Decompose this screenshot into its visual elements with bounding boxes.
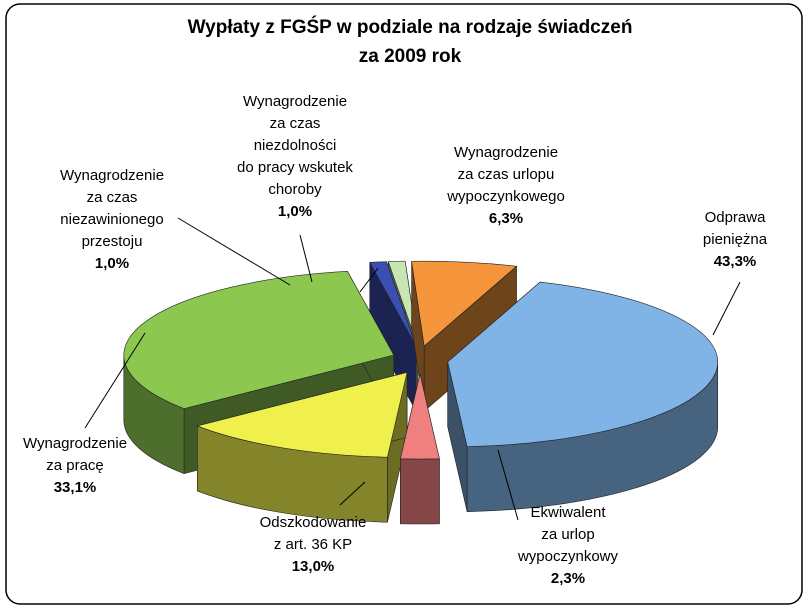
slice-label: za urlop (541, 526, 594, 543)
value-label: 13,0% (292, 558, 335, 575)
slice-top (196, 371, 408, 458)
slice (196, 371, 408, 523)
leader-line (712, 281, 741, 336)
slice-top (369, 261, 417, 347)
value-label: 33,1% (54, 479, 97, 496)
slice (447, 281, 719, 513)
slice-label: za czas (87, 189, 138, 206)
slice-label: za czas (270, 115, 321, 132)
slice-top (387, 260, 419, 347)
slice-label: Wynagrodzenie (23, 435, 127, 452)
slice-label: z art. 36 KP (274, 536, 352, 553)
slice-label: Odszkodowanie (260, 514, 367, 531)
leader-line (497, 449, 519, 521)
slice-label: niezdolności (254, 137, 337, 154)
value-label: 1,0% (278, 203, 312, 220)
leader-line (339, 481, 366, 506)
slice-top (411, 260, 518, 347)
slice-top (123, 271, 395, 409)
slice-label: wypoczynkowy (517, 548, 619, 565)
slice-label: do pracy wskutek (237, 159, 353, 176)
slice-label: za czas urlopu (458, 166, 555, 183)
slice-label: za pracę (46, 457, 104, 474)
slice (400, 373, 440, 525)
slice-label: przestoju (82, 233, 143, 250)
slice-side (400, 458, 440, 525)
leader-line (177, 217, 291, 286)
slice-label: Odprawa (705, 209, 767, 226)
chart-title: za 2009 rok (359, 46, 462, 67)
value-label: 1,0% (95, 255, 129, 272)
slice-label: choroby (268, 181, 322, 198)
leader-line (359, 267, 379, 293)
slice-label: niezawinionego (60, 211, 163, 228)
slice-label: Wynagrodzenie (454, 144, 558, 161)
slice-label: Wynagrodzenie (243, 93, 347, 110)
value-label: 6,3% (489, 210, 523, 227)
slice-label: wypoczynkowego (446, 188, 565, 205)
value-label: 2,3% (551, 570, 585, 587)
leader-line (84, 332, 146, 429)
slice-label: pieniężna (703, 231, 768, 248)
slice-label: Ekwiwalent (530, 504, 606, 521)
slice-label: Wynagrodzenie (60, 167, 164, 184)
leader-line (299, 234, 313, 283)
slice-top (400, 373, 440, 460)
slice (411, 260, 518, 412)
value-label: 43,3% (714, 253, 757, 270)
chart-title: Wypłaty z FGŚP w podziale na rodzaje świ… (188, 16, 633, 38)
slice-top (447, 281, 719, 448)
